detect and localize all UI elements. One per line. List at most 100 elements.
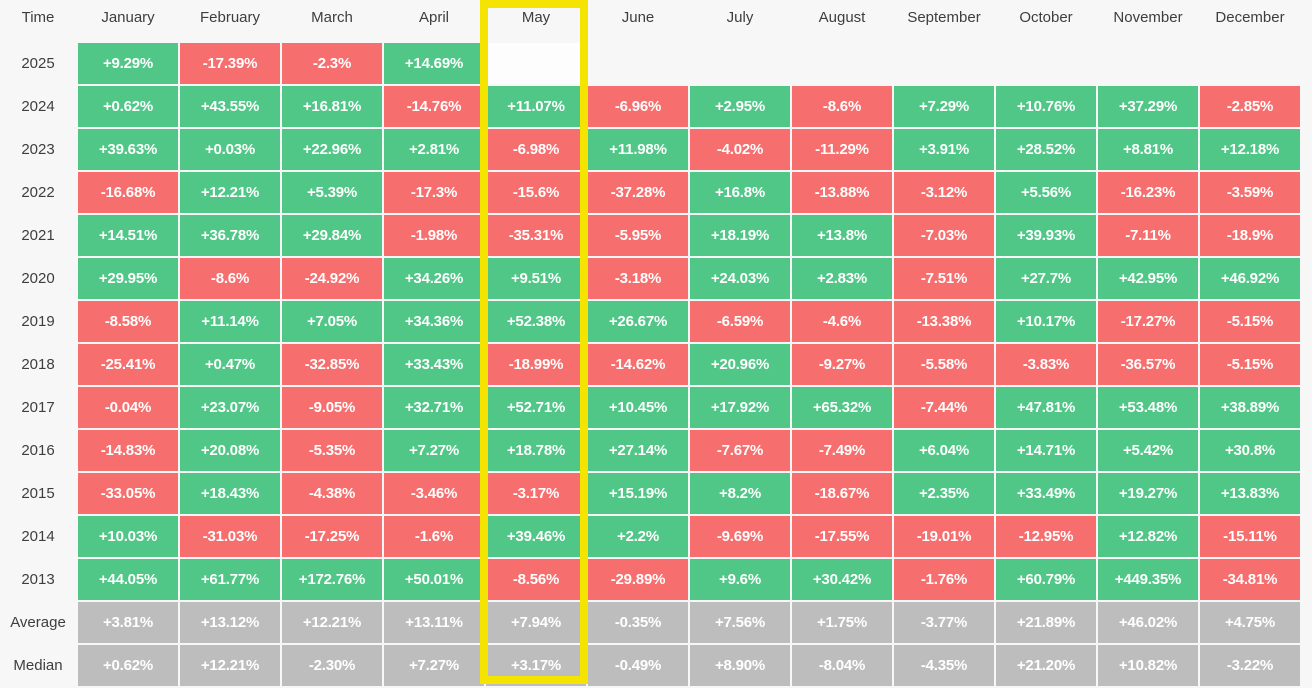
cell-2017-february: +23.07% [180, 387, 280, 428]
cell-2018-october: -3.83% [996, 344, 1096, 385]
column-header-june: June [621, 8, 655, 26]
cell-2019-august: -4.6% [792, 301, 892, 342]
row-label-2023: 2023 [21, 141, 55, 158]
column-header-march: March [311, 8, 353, 26]
cell-2017-january: -0.04% [78, 387, 178, 428]
row-label-2015: 2015 [21, 485, 55, 502]
cell-2020-august: +2.83% [792, 258, 892, 299]
cell-2021-april: -1.98% [384, 215, 484, 256]
cell-2018-september: -5.58% [894, 344, 994, 385]
cell-median-june: -0.49% [588, 645, 688, 686]
cell-2015-november: +19.27% [1098, 473, 1198, 514]
cell-2016-february: +20.08% [180, 430, 280, 471]
row-label-2014: 2014 [21, 528, 55, 545]
cell-2024-march: +16.81% [282, 86, 382, 127]
cell-median-april: +7.27% [384, 645, 484, 686]
cell-average-january: +3.81% [78, 602, 178, 643]
cell-2025-january: +9.29% [78, 43, 178, 84]
cell-median-july: +8.90% [690, 645, 790, 686]
cell-2014-august: -17.55% [792, 516, 892, 557]
cell-2022-august: -13.88% [792, 172, 892, 213]
cell-2021-march: +29.84% [282, 215, 382, 256]
cell-2023-november: +8.81% [1098, 129, 1198, 170]
row-label-2021: 2021 [21, 227, 55, 244]
cell-2017-october: +47.81% [996, 387, 1096, 428]
row-label-2013: 2013 [21, 571, 55, 588]
cell-2013-august: +30.42% [792, 559, 892, 600]
cell-2019-october: +10.17% [996, 301, 1096, 342]
cell-2018-june: -14.62% [588, 344, 688, 385]
cell-2023-august: -11.29% [792, 129, 892, 170]
cell-average-december: +4.75% [1200, 602, 1300, 643]
cell-2024-august: -8.6% [792, 86, 892, 127]
cell-2018-november: -36.57% [1098, 344, 1198, 385]
cell-2023-february: +0.03% [180, 129, 280, 170]
cell-2025-november [1098, 43, 1198, 84]
cell-2024-december: -2.85% [1200, 86, 1300, 127]
cell-median-december: -3.22% [1200, 645, 1300, 686]
column-header-may: May [521, 8, 551, 26]
cell-2015-september: +2.35% [894, 473, 994, 514]
cell-average-july: +7.56% [690, 602, 790, 643]
cell-2014-march: -17.25% [282, 516, 382, 557]
cell-2019-november: -17.27% [1098, 301, 1198, 342]
cell-2019-january: -8.58% [78, 301, 178, 342]
cell-average-february: +13.12% [180, 602, 280, 643]
cell-2024-july: +2.95% [690, 86, 790, 127]
cell-average-june: -0.35% [588, 602, 688, 643]
cell-2020-march: -24.92% [282, 258, 382, 299]
cell-2025-may [486, 43, 586, 84]
cell-2021-november: -7.11% [1098, 215, 1198, 256]
cell-2013-september: -1.76% [894, 559, 994, 600]
cell-2024-october: +10.76% [996, 86, 1096, 127]
cell-2013-february: +61.77% [180, 559, 280, 600]
time-column-header: Time [21, 8, 55, 26]
cell-2020-october: +27.7% [996, 258, 1096, 299]
cell-2021-december: -18.9% [1200, 215, 1300, 256]
column-header-february: February [199, 8, 261, 26]
cell-2021-may: -35.31% [486, 215, 586, 256]
cell-2016-october: +14.71% [996, 430, 1096, 471]
cell-2025-october [996, 43, 1096, 84]
cell-2016-july: -7.67% [690, 430, 790, 471]
cell-2013-january: +44.05% [78, 559, 178, 600]
column-header-december: December [1215, 8, 1285, 26]
cell-2023-october: +28.52% [996, 129, 1096, 170]
cell-2013-november: +449.35% [1098, 559, 1198, 600]
cell-2025-december [1200, 43, 1300, 84]
cell-2016-august: -7.49% [792, 430, 892, 471]
cell-2018-december: -5.15% [1200, 344, 1300, 385]
cell-2018-february: +0.47% [180, 344, 280, 385]
column-header-july: July [726, 8, 754, 26]
cell-2023-december: +12.18% [1200, 129, 1300, 170]
cell-2021-january: +14.51% [78, 215, 178, 256]
cell-2023-january: +39.63% [78, 129, 178, 170]
cell-2020-july: +24.03% [690, 258, 790, 299]
cell-average-august: +1.75% [792, 602, 892, 643]
cell-2016-december: +30.8% [1200, 430, 1300, 471]
cell-average-september: -3.77% [894, 602, 994, 643]
cell-2018-july: +20.96% [690, 344, 790, 385]
cell-median-august: -8.04% [792, 645, 892, 686]
column-header-january: January [101, 8, 155, 26]
cell-2024-november: +37.29% [1098, 86, 1198, 127]
cell-2020-june: -3.18% [588, 258, 688, 299]
cell-2019-april: +34.36% [384, 301, 484, 342]
cell-median-may: +3.17% [486, 645, 586, 686]
cell-2023-may: -6.98% [486, 129, 586, 170]
cell-2017-september: -7.44% [894, 387, 994, 428]
cell-2016-september: +6.04% [894, 430, 994, 471]
column-header-august: August [818, 8, 866, 26]
cell-2023-september: +3.91% [894, 129, 994, 170]
cell-2017-december: +38.89% [1200, 387, 1300, 428]
cell-2017-november: +53.48% [1098, 387, 1198, 428]
cell-2018-march: -32.85% [282, 344, 382, 385]
cell-2020-september: -7.51% [894, 258, 994, 299]
cell-2022-december: -3.59% [1200, 172, 1300, 213]
cell-2014-april: -1.6% [384, 516, 484, 557]
cell-2013-may: -8.56% [486, 559, 586, 600]
cell-average-march: +12.21% [282, 602, 382, 643]
cell-2015-february: +18.43% [180, 473, 280, 514]
cell-2016-june: +27.14% [588, 430, 688, 471]
